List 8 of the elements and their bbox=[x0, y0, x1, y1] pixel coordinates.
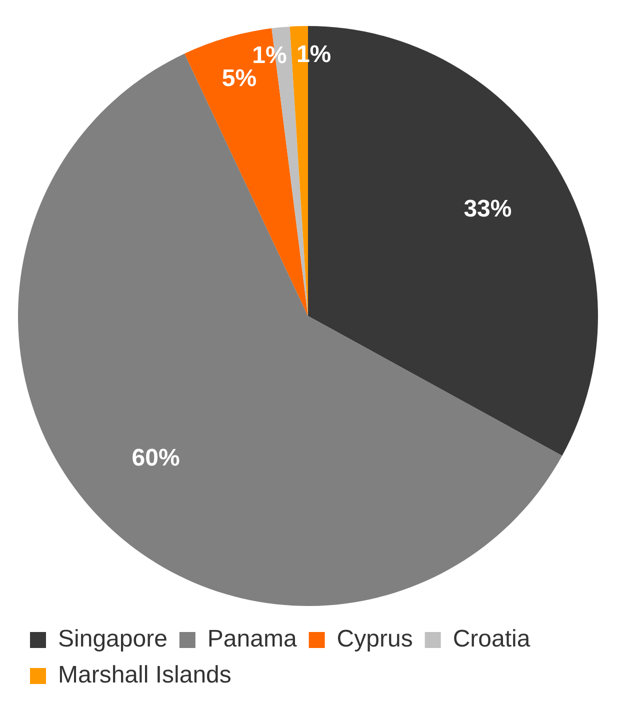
legend-label: Croatia bbox=[452, 626, 531, 653]
data-label: 60% bbox=[132, 444, 180, 472]
data-label: 33% bbox=[464, 195, 512, 222]
legend-label: Marshall Islands bbox=[58, 662, 232, 689]
legend-label: Panama bbox=[207, 626, 298, 653]
legend-label: Singapore bbox=[58, 626, 168, 653]
legend-label: Cyprus bbox=[336, 626, 413, 653]
data-label: 5% bbox=[222, 64, 257, 92]
